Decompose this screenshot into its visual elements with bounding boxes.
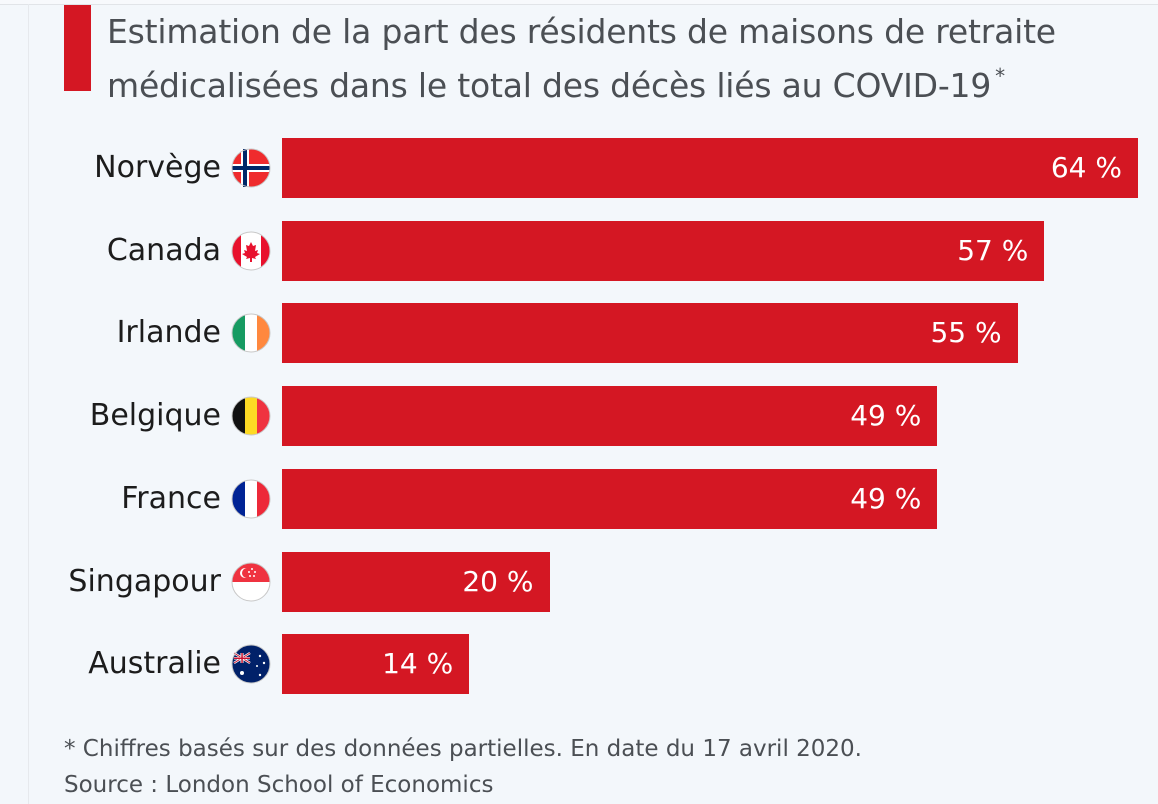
- category-label: Norvège: [94, 150, 221, 185]
- data-label: 57 %: [957, 233, 1029, 267]
- category-label: Australie: [88, 646, 221, 682]
- data-label: 14 %: [382, 647, 454, 681]
- belgium-flag-icon: [231, 396, 271, 436]
- chart-title: Estimation de la part des résidents de m…: [107, 10, 1147, 108]
- category-label: France: [121, 480, 221, 516]
- bar: 55 %: [282, 303, 1018, 364]
- singapore-flag-icon: [231, 562, 271, 602]
- bar: 64 %: [282, 138, 1138, 198]
- norway-flag-icon: [231, 148, 271, 188]
- bar: 49 %: [282, 386, 938, 447]
- data-label: 64 %: [1050, 151, 1122, 184]
- category-label: Belgique: [89, 398, 221, 434]
- data-label: 20 %: [462, 564, 534, 598]
- france-flag-icon: [231, 479, 271, 519]
- ireland-flag-icon: [231, 313, 271, 353]
- canada-flag-icon: [231, 231, 271, 271]
- data-label: 49 %: [850, 399, 922, 433]
- title-footnote-marker: *: [995, 64, 1005, 88]
- data-label: 49 %: [850, 481, 922, 515]
- bar: 14 %: [282, 634, 470, 695]
- bar-chart: Norvège 64 % Canada 57 % Irlande 55 % Belgique…: [68, 138, 1138, 695]
- title-accent-bar: [64, 5, 91, 91]
- australia-flag-icon: [231, 644, 271, 684]
- source-note: Source : London School of Economics: [64, 772, 494, 798]
- bar: 20 %: [282, 551, 550, 612]
- left-border: [28, 4, 29, 804]
- category-label: Singapour: [68, 563, 221, 599]
- category-label: Irlande: [116, 315, 221, 351]
- category-label: Canada: [106, 232, 221, 268]
- data-label: 55 %: [930, 316, 1002, 350]
- bar: 49 %: [282, 468, 938, 529]
- bar: 57 %: [282, 220, 1045, 281]
- chart-title-text: Estimation de la part des résidents de m…: [107, 12, 1056, 105]
- footnote: * Chiffres basés sur des données partiel…: [64, 736, 862, 762]
- top-border: [0, 0, 1158, 5]
